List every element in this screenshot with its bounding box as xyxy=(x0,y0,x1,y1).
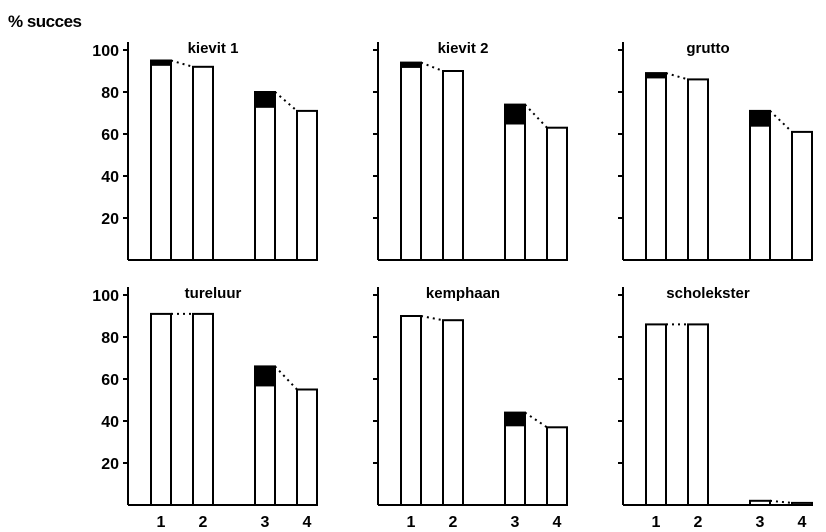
bar xyxy=(400,65,422,261)
bar xyxy=(296,388,318,506)
y-tick-label: 60 xyxy=(101,372,119,389)
bar xyxy=(504,424,526,507)
bar-cap xyxy=(254,91,276,108)
x-tick-label: 1 xyxy=(157,514,166,531)
bar-cap xyxy=(400,61,422,68)
bar xyxy=(192,65,214,261)
bar xyxy=(192,312,214,506)
bar xyxy=(296,109,318,262)
chart-panel: kemphaan 1 2 3 4 xyxy=(373,285,568,531)
y-tick-label: 80 xyxy=(101,85,119,102)
bar xyxy=(400,315,422,506)
connector-line xyxy=(769,499,793,504)
y-tick-label: 100 xyxy=(92,288,119,305)
x-tick-label: 3 xyxy=(261,514,270,531)
bar xyxy=(150,63,172,261)
x-tick-label: 1 xyxy=(407,514,416,531)
x-tick-label: 3 xyxy=(511,514,520,531)
bar xyxy=(254,105,276,261)
y-tick-label: 80 xyxy=(101,330,119,347)
y-tick-label: 100 xyxy=(92,43,119,60)
chart-panel: scholekster 1 2 3 4 xyxy=(618,285,813,531)
bar xyxy=(504,122,526,261)
bar xyxy=(645,323,667,506)
bar-cap xyxy=(504,411,526,427)
bar xyxy=(150,312,172,506)
figure-ylabel: % succes xyxy=(8,12,82,31)
connector-line xyxy=(524,103,548,129)
x-tick-label: 2 xyxy=(449,514,458,531)
y-tick-label: 60 xyxy=(101,127,119,144)
bar xyxy=(442,70,464,261)
bar xyxy=(546,126,568,261)
connector-line xyxy=(420,315,444,322)
bar xyxy=(442,319,464,507)
x-tick-label: 3 xyxy=(756,514,765,531)
connector-line xyxy=(665,72,689,81)
bar-cap xyxy=(504,103,526,125)
x-tick-label: 4 xyxy=(798,514,807,531)
bar xyxy=(749,124,771,261)
connector-line xyxy=(274,365,298,391)
panel-title: kievit 2 xyxy=(438,40,489,57)
bar xyxy=(687,323,709,506)
bar xyxy=(749,499,771,506)
chart-panel: grutto xyxy=(618,40,813,262)
x-tick-label: 1 xyxy=(652,514,661,531)
bar-cap xyxy=(749,109,771,127)
panel-title: tureluur xyxy=(185,285,242,302)
y-tick-label: 40 xyxy=(101,414,119,431)
connector-line xyxy=(524,411,548,429)
chart-panel: kievit 1 20 40 60 80 100 xyxy=(92,40,318,262)
bar xyxy=(546,426,568,506)
y-tick-label: 20 xyxy=(101,456,119,473)
bar xyxy=(645,76,667,261)
connector-line xyxy=(769,110,793,133)
y-tick-label: 20 xyxy=(101,211,119,228)
connector-line xyxy=(274,91,298,112)
connector-line xyxy=(420,61,444,72)
bar xyxy=(254,384,276,506)
bar-cap xyxy=(150,59,172,66)
chart-panel: kievit 2 xyxy=(373,40,568,261)
bar xyxy=(687,78,709,262)
chart-panels: kievit 1 20 40 60 80 100 kievit 2 grutto tureluu… xyxy=(92,40,813,531)
panel-title: scholekster xyxy=(666,285,750,302)
x-tick-label: 4 xyxy=(303,514,312,531)
panel-title: kievit 1 xyxy=(188,40,239,57)
x-tick-label: 2 xyxy=(199,514,208,531)
chart-panel: tureluur 20 40 60 80 100 1 2 3 4 xyxy=(92,285,318,531)
x-tick-label: 2 xyxy=(694,514,703,531)
bar-cap xyxy=(645,72,667,79)
connector-line xyxy=(170,59,194,68)
y-tick-label: 40 xyxy=(101,169,119,186)
panel-title: grutto xyxy=(686,40,729,57)
panel-title: kemphaan xyxy=(426,285,500,302)
x-tick-label: 4 xyxy=(553,514,562,531)
bar xyxy=(791,130,813,261)
bar xyxy=(791,501,813,506)
bar-cap xyxy=(254,365,276,387)
